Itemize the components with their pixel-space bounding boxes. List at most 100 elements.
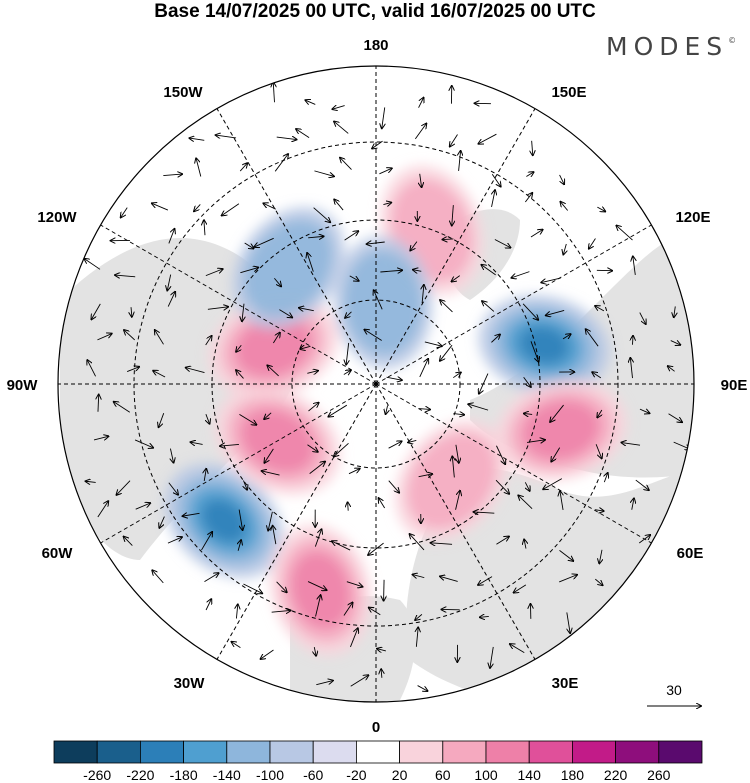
wind-arrow: [415, 614, 423, 620]
wind-arrow: [633, 256, 635, 276]
wind-arrow: [349, 275, 359, 281]
wind-arrow: [543, 478, 563, 490]
wind-arrow: [343, 603, 353, 616]
negative-anomaly: [519, 326, 570, 365]
wind-arrow: [117, 480, 131, 495]
wind-arrow: [167, 537, 182, 544]
anomaly-field: [164, 165, 627, 656]
wind-arrow: [379, 168, 391, 175]
wind-arrow: [152, 570, 164, 584]
wind-arrow: [134, 439, 153, 448]
wind-arrow: [315, 595, 321, 617]
wind-arrow: [334, 122, 349, 134]
wind-arrow: [334, 199, 344, 211]
wind-arrow: [668, 413, 682, 422]
wind-arrow: [452, 275, 461, 282]
wind-arrow: [276, 137, 297, 139]
wind-arrow: [124, 330, 136, 341]
wind-arrow: [114, 402, 131, 413]
meridians: [58, 66, 694, 702]
wind-arrow: [410, 241, 418, 251]
wind-arrow: [522, 303, 538, 320]
wind-arrow: [388, 441, 402, 449]
positive-anomaly: [235, 316, 312, 377]
wind-arrow: [417, 685, 428, 691]
wind-arrow: [416, 627, 418, 647]
colorbar-tick-label: 220: [604, 767, 628, 783]
colorbar-tick-label: 100: [474, 767, 498, 783]
wind-arrow: [152, 203, 169, 211]
wind-arrow: [639, 312, 646, 324]
colorbar-tick-label: 260: [647, 767, 671, 783]
wind-arrow: [240, 268, 258, 274]
wind-arrow: [238, 509, 242, 530]
wind-arrow: [191, 442, 203, 444]
wind-arrow: [168, 482, 178, 495]
colorbar-tick-label: 20: [392, 767, 408, 783]
wind-arrow: [510, 644, 525, 653]
wind-arrow: [236, 344, 242, 352]
wind-arrow: [595, 578, 602, 585]
wind-arrow: [205, 599, 211, 611]
wind-arrow: [589, 238, 596, 248]
wind-arrow: [490, 646, 493, 668]
wind-arrow: [632, 498, 634, 510]
wind-arrow: [599, 549, 602, 564]
wind-arrow: [159, 516, 165, 528]
wind-arrow: [332, 541, 351, 551]
lon-label-0: 0: [372, 719, 380, 736]
wind-arrow: [524, 413, 533, 414]
colorbar-tick-label: -20: [346, 767, 366, 783]
wind-arrow: [350, 628, 357, 648]
wind-arrow: [560, 491, 563, 511]
wind-arrow: [204, 469, 206, 482]
lon-label-120w: 120W: [37, 209, 77, 226]
wind-arrow: [379, 498, 386, 509]
wind-arrow: [586, 329, 599, 347]
colorbar-segment: [139, 740, 184, 764]
colorbar-segment: [528, 740, 573, 764]
wind-arrow: [348, 502, 349, 511]
wind-arrow: [115, 275, 136, 277]
wind-arrow: [300, 346, 311, 349]
wind-arrow: [207, 307, 228, 310]
wind-arrow: [222, 203, 240, 216]
wind-arrow: [597, 409, 602, 417]
wind-arrow: [455, 491, 460, 510]
wind-arrow: [261, 649, 274, 659]
wind-arrow: [343, 370, 351, 374]
wind-arrow: [167, 292, 175, 307]
wind-arrow: [413, 270, 422, 272]
wind-arrow: [491, 173, 500, 186]
wind-arrow: [419, 359, 428, 378]
colorbar-tick-label: 140: [518, 767, 542, 783]
wind-arrow: [456, 444, 459, 463]
wind-arrow: [299, 308, 314, 311]
colorbar-segment: [96, 740, 141, 764]
wind-arrow: [630, 358, 632, 379]
lon-label-30w: 30W: [174, 675, 206, 692]
wind-arrow: [84, 259, 101, 270]
lon-label-90e: 90E: [721, 377, 748, 394]
wind-arrow: [450, 134, 458, 146]
wind-arrow: [273, 526, 276, 545]
meridian-line: [100, 224, 377, 385]
positive-anomaly: [522, 400, 600, 460]
lon-label-60e: 60E: [677, 545, 704, 562]
wind-arrow: [344, 231, 359, 241]
wind-arrow: [97, 501, 108, 518]
wind-arrow: [155, 330, 164, 345]
wind-arrow: [478, 133, 497, 144]
wind-arrow: [532, 140, 533, 155]
lon-label-150e: 150E: [551, 84, 586, 101]
positive-anomaly: [406, 432, 497, 529]
wind-arrow: [420, 173, 422, 187]
wind-arrow: [474, 512, 495, 513]
wind-arrow: [307, 253, 314, 272]
wind-arrow: [243, 583, 262, 593]
wind-arrow: [418, 98, 424, 108]
modes-logo: MODES©: [606, 32, 736, 61]
wind-arrow: [440, 576, 458, 582]
colorbar-tick-label: -60: [303, 767, 323, 783]
